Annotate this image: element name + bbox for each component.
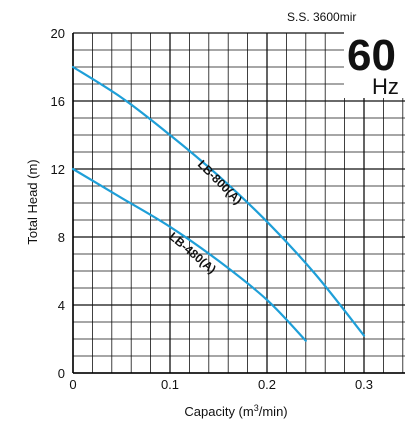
frequency-unit: Hz <box>372 74 399 99</box>
series-label-lb-800a: LB-800(A) <box>195 157 245 207</box>
y-tick-label: 4 <box>58 298 65 313</box>
y-axis-label: Total Head (m) <box>25 159 40 244</box>
curve-labels: LB-800(A) LB-480(A) <box>166 157 244 276</box>
x-tick-label: 0 <box>69 377 76 392</box>
curves <box>71 65 366 342</box>
y-tick-label: 8 <box>58 230 65 245</box>
x-tick-label: 0.3 <box>355 377 373 392</box>
speed-label: S.S. 3600mir <box>287 10 356 24</box>
x-tick-labels: 0 0.1 0.2 0.3 <box>69 377 373 392</box>
frequency-badge-background <box>344 30 405 98</box>
x-axis-label: Capacity (m3/min) <box>184 403 287 419</box>
series-line-lb-480a <box>71 167 307 342</box>
y-tick-label: 16 <box>51 94 65 109</box>
y-tick-label: 12 <box>51 162 65 177</box>
y-tick-labels: 0 4 8 12 16 20 <box>51 26 65 381</box>
frequency-value: 60 <box>347 31 396 80</box>
x-tick-label: 0.1 <box>161 377 179 392</box>
y-tick-label: 20 <box>51 26 65 41</box>
y-tick-label: 0 <box>58 366 65 381</box>
series-line-lb-800a <box>71 65 366 337</box>
x-tick-label: 0.2 <box>258 377 276 392</box>
